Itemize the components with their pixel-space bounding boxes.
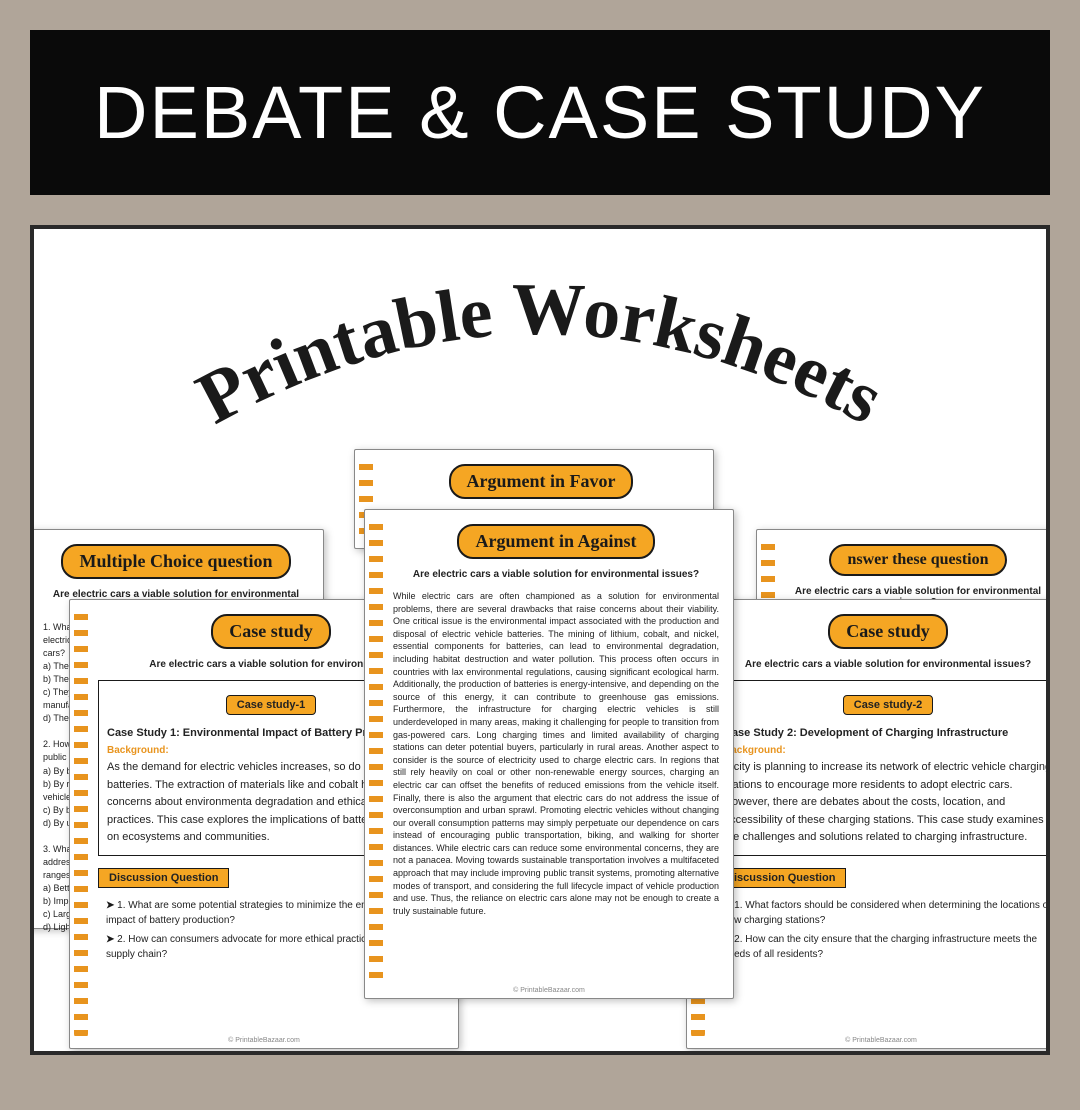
main-header: DEBATE & CASE STUDY bbox=[30, 30, 1050, 195]
sheet-title: Case study bbox=[828, 614, 948, 649]
sheet-subtitle: Are electric cars a viable solution for … bbox=[393, 569, 719, 580]
sheet-footer: © PrintableBazaar.com bbox=[365, 987, 733, 994]
case-badge: Case study-2 bbox=[843, 695, 933, 715]
worksheet-case2: Case study Are electric cars a viable so… bbox=[686, 599, 1050, 1049]
sheet-footer: © PrintableBazaar.com bbox=[687, 1037, 1050, 1044]
svg-text:Printable Worksheets: Printable Worksheets bbox=[184, 269, 896, 440]
dq2: 2. How can the city ensure that the char… bbox=[723, 932, 1050, 962]
sheet-title: Argument in Favor bbox=[449, 464, 634, 499]
worksheet-against: Argument in Against Are electric cars a … bbox=[364, 509, 734, 999]
background-text: A city is planning to increase its netwo… bbox=[724, 759, 1050, 847]
case-heading: Case Study 2: Development of Charging In… bbox=[724, 727, 1050, 739]
sheet-subtitle: Are electric cars a viable solution for … bbox=[715, 659, 1050, 670]
worksheet-collage: Multiple Choice question Are electric ca… bbox=[34, 429, 1046, 1049]
discussion-badge: Discussion Question bbox=[98, 868, 229, 888]
case-box: Case study-2 Case Study 2: Development o… bbox=[715, 680, 1050, 856]
sheet-title: nswer these question bbox=[829, 544, 1006, 576]
sheet-title: Case study bbox=[211, 614, 331, 649]
case-badge: Case study-1 bbox=[226, 695, 316, 715]
background-label: Background: bbox=[724, 745, 1050, 756]
content-area: Printable Worksheets Multiple Choice que… bbox=[30, 225, 1050, 1055]
discussion-badge: Discussion Question bbox=[715, 868, 846, 888]
sheet-footer: © PrintableBazaar.com bbox=[70, 1037, 458, 1044]
against-body: While electric cars are often championed… bbox=[393, 590, 719, 917]
dq1: 1. What factors should be considered whe… bbox=[723, 898, 1050, 928]
sheet-title: Multiple Choice question bbox=[61, 544, 290, 579]
sheet-title: Argument in Against bbox=[457, 524, 654, 559]
